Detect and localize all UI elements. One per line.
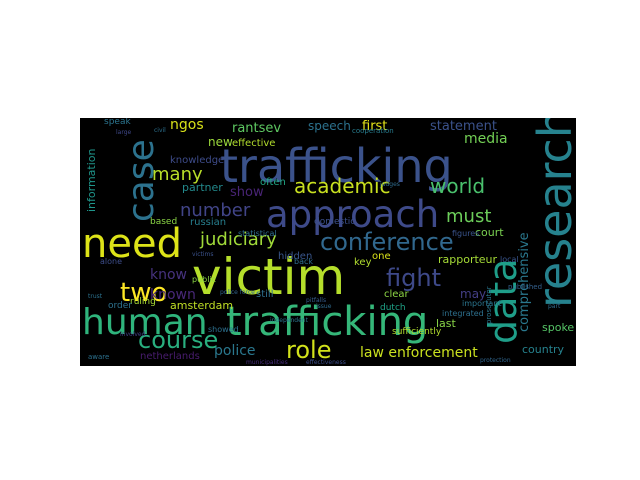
word-last: last [436,317,456,330]
word-number: number [180,200,251,221]
word-trafficking-mid: trafficking [226,299,429,345]
word-speech: speech [308,119,351,133]
word-effective: effective [232,138,276,149]
word-judges: judges [380,181,400,188]
word-rantsev: rantsev [232,121,282,136]
word-victims: victims [192,251,214,258]
word-domestic: domestic [314,217,356,227]
word-back: back [294,257,314,266]
word-pitfalls: pitfalls [306,297,327,304]
word-municipalities: municipalities [246,359,288,366]
word-civil: civil [154,127,166,134]
word-involved: involved [120,331,146,338]
word-protection: protection [480,357,511,364]
word-still: still [256,289,274,300]
word-large: large [116,129,132,136]
word-conference: conference [320,228,454,256]
word-trust: trust [88,293,103,300]
word-showed: showed [208,325,239,334]
word-know: know [150,267,187,283]
word-hidden: hidden [278,251,313,262]
word-alone: alone [100,257,123,266]
word-information: information [85,148,98,213]
word-human: human [82,302,208,343]
word-aware: aware [88,353,110,361]
word-many: many [152,164,203,185]
word-cooperation: cooperation [352,127,394,135]
word-based: based [150,217,178,227]
word-show: show [230,185,264,200]
word-research: research [528,118,576,308]
word-must: must [446,206,492,227]
word-independent: independent [270,317,308,324]
word-new: new [208,135,233,149]
word-speak: speak [104,118,131,127]
word-dutch: dutch [380,303,406,313]
word-course: course [138,326,219,354]
word-statistical: statistical [238,229,277,238]
word-integrated: integrated [442,309,484,318]
word-key: key [354,257,372,268]
word-knowledge: knowledge [170,155,225,166]
word-order: order [108,301,132,311]
word-statement: statement [430,119,497,134]
word-court: court [475,226,504,239]
word-clear: clear [384,289,409,300]
word-russian: russian [190,217,227,228]
word-effectiveness: effectiveness [306,359,346,366]
word-law-enforcement: law enforcement [360,345,478,361]
word-prosecutor: prosecutor [485,286,493,324]
word-rapporteur: rapporteur [438,253,498,266]
word-country: country [522,343,565,356]
word-part: part [548,303,561,310]
word-first: first [362,119,388,134]
word-public: public [192,275,217,284]
word-ngos: ngos [170,118,204,133]
word-figures: figures [452,229,480,238]
word-media: media [464,131,508,147]
word-sufficiently: sufficiently [392,327,442,337]
word-ruling: ruling [130,297,156,307]
word-issue: issue [316,303,332,310]
word-approach: approach [266,193,440,236]
word-one: one [372,251,391,262]
word-police-force: police force [220,289,255,296]
word-important: important [462,299,502,308]
word-two: two [120,278,168,308]
word-victim: victim [192,248,346,306]
word-spoke: spoke [542,321,575,334]
word-role: role [286,336,332,364]
word-amsterdam: amsterdam [170,299,234,312]
word-world: world [430,174,486,198]
word-fight: fight [386,264,441,292]
word-often: often [260,177,286,188]
word-cloud: trafficking approach need victim human t… [80,118,576,366]
word-need: need [82,221,182,267]
word-known: known [150,287,196,303]
word-local: local [500,255,519,264]
word-trafficking-top: trafficking [220,139,453,193]
word-police: police [214,343,256,359]
word-may: may [460,287,487,301]
word-judiciary: judiciary [200,229,277,250]
word-academic: academic [294,174,391,198]
word-netherlands: netherlands [140,351,200,362]
word-published: published [508,283,543,291]
word-partner: partner [182,181,223,194]
